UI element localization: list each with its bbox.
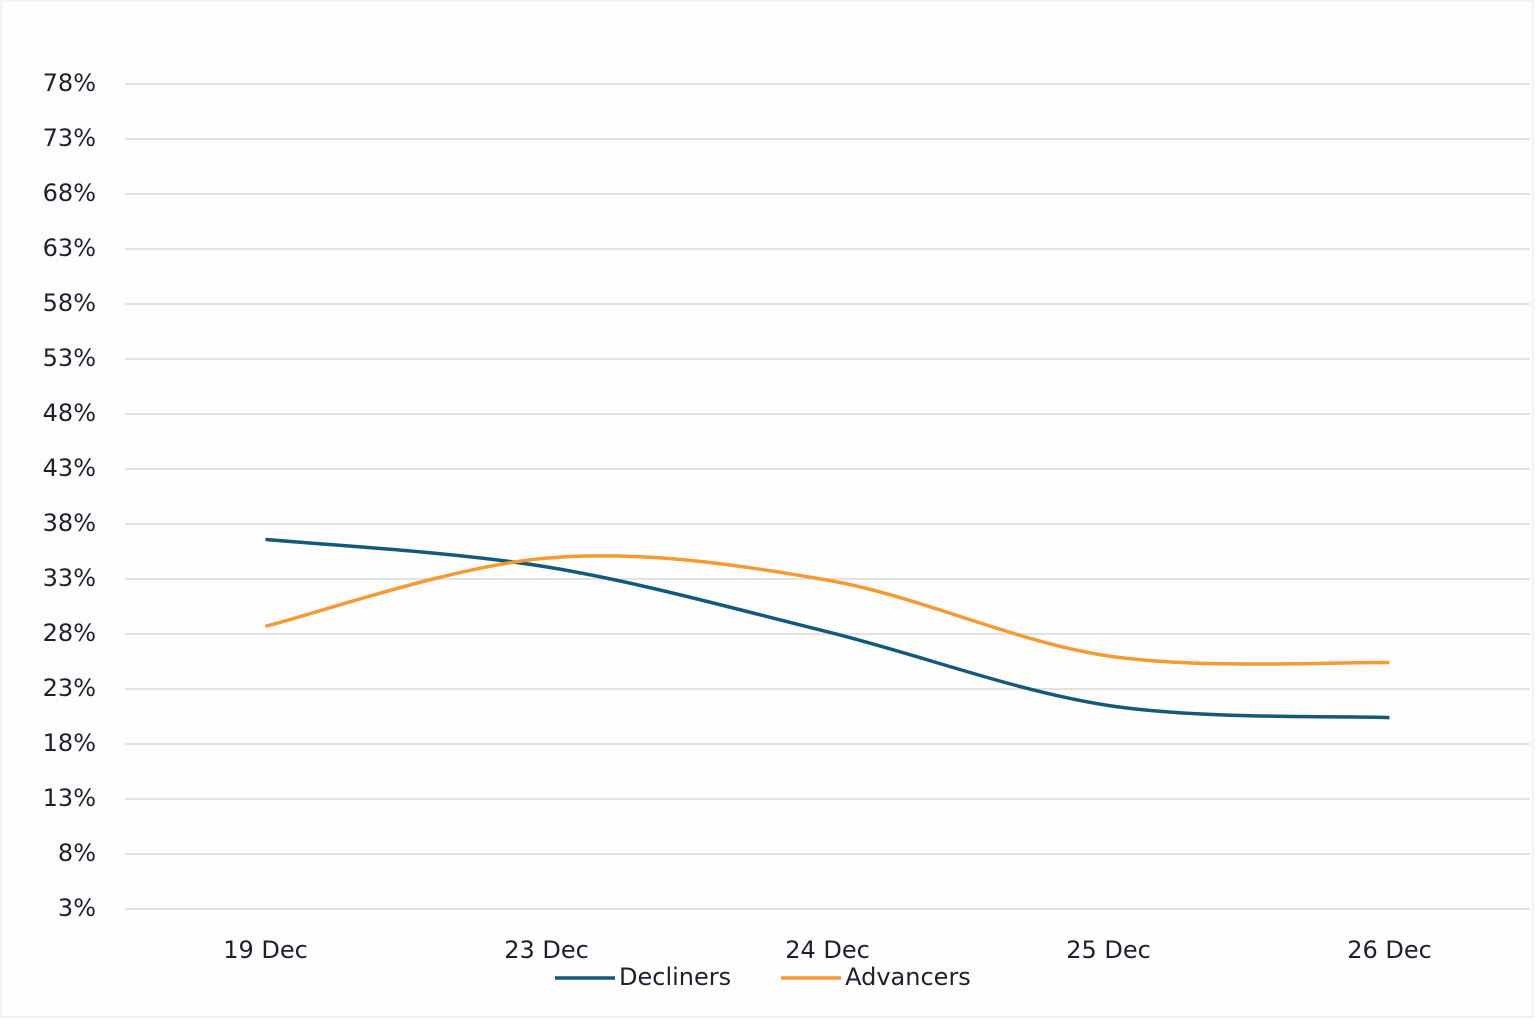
y-tick-label: 48%: [43, 399, 96, 427]
y-tick-label: 18%: [43, 729, 96, 757]
x-tick-label: 23 Dec: [504, 936, 589, 964]
legend-label: Advancers: [845, 963, 971, 991]
x-tick-label: 25 Dec: [1066, 936, 1151, 964]
y-tick-label: 8%: [58, 839, 96, 867]
line-series: [265, 554, 1390, 666]
y-tick-label: 23%: [43, 674, 96, 702]
y-tick-label: 43%: [43, 454, 96, 482]
x-tick-label: 19 Dec: [223, 936, 308, 964]
y-tick-label: 38%: [43, 509, 96, 537]
y-tick-label: 13%: [43, 784, 96, 812]
y-tick-label: 33%: [43, 564, 96, 592]
y-tick-label: 58%: [43, 289, 96, 317]
y-tick-label: 3%: [58, 894, 96, 922]
y-tick-label: 28%: [43, 619, 96, 647]
legend-label: Decliners: [619, 963, 731, 991]
y-tick-label: 53%: [43, 344, 96, 372]
y-tick-label: 63%: [43, 234, 96, 262]
y-tick-label: 68%: [43, 179, 96, 207]
x-tick-label: 24 Dec: [785, 936, 870, 964]
y-tick-label: 78%: [43, 69, 96, 97]
x-tick-label: 26 Dec: [1347, 936, 1432, 964]
line-series: [265, 537, 1390, 720]
y-tick-label: 73%: [43, 124, 96, 152]
